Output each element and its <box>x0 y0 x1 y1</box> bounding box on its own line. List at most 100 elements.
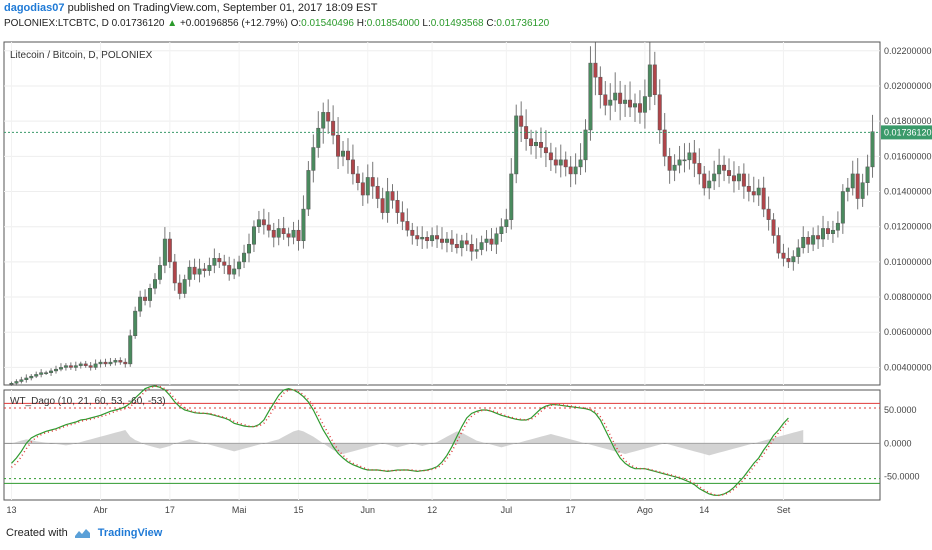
price-axis-label: 0.02000000 <box>884 81 932 91</box>
candle-body <box>321 112 326 129</box>
candle-body <box>840 191 845 224</box>
candle-body <box>123 361 128 365</box>
price-axis-label: 0.00800000 <box>884 292 932 302</box>
candle-body <box>771 219 776 236</box>
last-price: 0.01736120 <box>111 18 165 29</box>
time-axis-label: Abr <box>94 505 108 515</box>
candle-body <box>400 212 405 222</box>
candle-body <box>247 244 251 254</box>
candle-body <box>459 240 464 249</box>
candle-body <box>751 191 756 196</box>
candle-body <box>791 256 796 263</box>
candle-body <box>425 236 430 242</box>
time-axis-label: Set <box>777 505 791 515</box>
time-axis-label: Jul <box>501 505 513 515</box>
close-value: 0.01736120 <box>496 18 550 29</box>
candle-body <box>78 363 83 366</box>
candle-body <box>538 142 543 148</box>
candle-body <box>860 182 865 199</box>
time-axis-label: 14 <box>699 505 709 515</box>
candle-body <box>702 173 707 189</box>
candle-body <box>722 164 727 171</box>
candle-body <box>692 152 697 164</box>
candle-body <box>19 379 24 382</box>
candle-body <box>44 372 49 374</box>
candle-body <box>148 288 153 301</box>
tradingview-brand[interactable]: TradingView <box>97 527 163 539</box>
candle-body <box>420 236 425 240</box>
candle-body <box>816 235 821 240</box>
candle-body <box>558 159 563 166</box>
chart-canvas[interactable]: 0.02200000 0.02000000 0.01800000 0.01600000… <box>0 0 932 520</box>
candle-body <box>207 265 212 271</box>
candle-body <box>717 164 722 175</box>
price-axis-label: 0.01800000 <box>884 116 932 126</box>
candle-body <box>316 127 321 148</box>
low-label: L: <box>422 18 431 29</box>
candle-body <box>192 266 197 275</box>
price-axis-label: 0.00600000 <box>884 327 932 337</box>
candle-body <box>474 249 479 252</box>
candle-body <box>14 381 19 384</box>
candle-body <box>712 173 717 182</box>
wt2-line <box>11 385 789 497</box>
open-label: O: <box>290 18 302 29</box>
candle-body <box>623 99 628 104</box>
candle-body <box>499 226 504 234</box>
author-link[interactable]: dagodias07 <box>4 2 65 14</box>
candle-body <box>741 173 746 187</box>
candle-body <box>444 238 449 243</box>
pane-title: Litecoin / Bitcoin, D, POLONIEX <box>10 50 153 61</box>
candle-body <box>509 173 514 220</box>
indicator-pane-frame <box>3 389 881 501</box>
change-value: +0.00196856 (+12.79%) <box>179 18 288 29</box>
candle-body <box>870 131 875 168</box>
time-axis-label: Mai <box>232 505 247 515</box>
candle-body <box>390 191 395 201</box>
price-axis-label: 0.01200000 <box>884 222 932 232</box>
candle-body <box>489 238 494 245</box>
candle-body <box>593 62 598 78</box>
candle-body <box>222 261 227 266</box>
candle-body <box>830 229 835 234</box>
candle-body <box>637 103 642 113</box>
candle-body <box>598 76 603 96</box>
candle-body <box>449 238 454 245</box>
candle-body <box>63 365 68 368</box>
candle-body <box>232 268 237 275</box>
price-axis-label: 0.00400000 <box>884 362 932 372</box>
indicator-axis-label: 50.0000 <box>884 405 917 415</box>
candle-body <box>826 228 830 234</box>
candle-body <box>133 310 138 336</box>
candle-body <box>24 377 29 380</box>
candle-body <box>405 221 410 231</box>
candle-body <box>519 115 524 127</box>
candle-body <box>187 266 192 280</box>
candle-body <box>756 187 761 196</box>
candle-body <box>251 226 256 245</box>
candle-body <box>336 134 341 157</box>
candle-body <box>855 173 860 199</box>
candle-body <box>326 112 331 122</box>
candle-body <box>345 150 350 161</box>
candle-body <box>217 258 222 263</box>
candle-body <box>494 233 499 245</box>
candle-body <box>578 159 583 168</box>
candle-body <box>613 92 618 101</box>
price-axis-label: 0.01600000 <box>884 151 932 161</box>
candle-body <box>548 152 553 161</box>
candle-body <box>83 363 88 366</box>
candle-body <box>806 236 811 245</box>
candle-body <box>440 238 444 243</box>
candle-body <box>811 235 816 245</box>
candle-body <box>355 173 360 183</box>
candle-body <box>143 296 148 301</box>
candle-body <box>628 99 633 108</box>
candle-body <box>375 185 380 199</box>
candle-body <box>162 238 167 266</box>
candle-body <box>865 166 870 183</box>
candle-body <box>553 159 558 166</box>
candle-body <box>415 235 420 240</box>
candle-body <box>529 138 534 147</box>
candle-body <box>301 208 306 242</box>
